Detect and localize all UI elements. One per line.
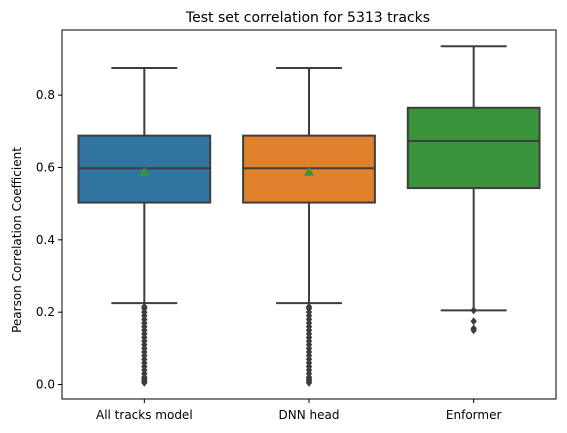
y-tick-label: 0.2 bbox=[36, 305, 55, 319]
outlier-point bbox=[470, 317, 477, 326]
y-tick-label: 0.4 bbox=[36, 233, 55, 247]
x-tick-label: DNN head bbox=[279, 408, 340, 422]
y-tick-label: 0.0 bbox=[36, 378, 55, 392]
chart-title: Test set correlation for 5313 tracks bbox=[185, 10, 430, 26]
outlier-point bbox=[305, 302, 313, 311]
x-tick-label: Enformer bbox=[446, 408, 502, 422]
outlier-point bbox=[470, 306, 477, 315]
y-axis-label: Pearson Correlation Coefficient bbox=[10, 147, 24, 333]
outlier-point bbox=[141, 302, 148, 311]
plot-area: 0.0 0.2 0.4 0.6 0.8 All tracks model DNN head E… bbox=[36, 29, 557, 422]
y-tick-label: 0.8 bbox=[36, 88, 55, 102]
x-tick-label: All tracks model bbox=[96, 408, 193, 422]
mean-marker bbox=[468, 145, 479, 155]
outlier-point bbox=[470, 324, 477, 333]
y-tick-label: 0.6 bbox=[36, 160, 55, 174]
mean-marker bbox=[304, 166, 314, 176]
mean-marker bbox=[139, 166, 150, 176]
